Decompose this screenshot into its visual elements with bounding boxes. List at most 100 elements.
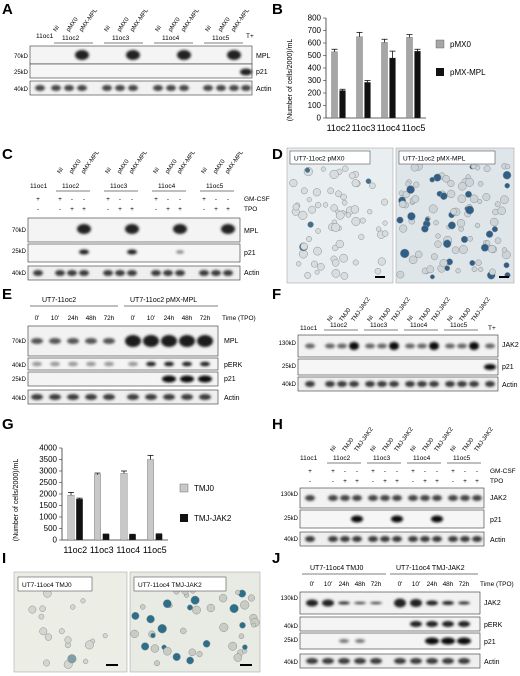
lane-label: NI bbox=[407, 315, 416, 324]
band bbox=[211, 270, 221, 276]
band bbox=[325, 381, 335, 387]
lane-label: pMX-MPL bbox=[129, 149, 150, 175]
band bbox=[128, 85, 138, 91]
treatment-sign: - bbox=[396, 468, 398, 475]
bar bbox=[331, 51, 338, 119]
band bbox=[104, 361, 114, 367]
band bbox=[146, 361, 156, 367]
time-point-label: 10' bbox=[412, 581, 420, 588]
y-tick-label: 400 bbox=[308, 64, 322, 73]
cell bbox=[84, 640, 94, 650]
cell bbox=[300, 242, 308, 251]
panel-letter-a: A bbox=[2, 1, 13, 18]
cell bbox=[154, 660, 160, 667]
cell bbox=[342, 165, 349, 172]
band bbox=[328, 536, 338, 542]
treatment-sign: + bbox=[166, 206, 170, 213]
cell bbox=[369, 182, 376, 190]
cell bbox=[470, 163, 477, 170]
group-label: UT7-11oc4 TMJ-JAK2 bbox=[396, 565, 465, 572]
group-label: 11oc5 bbox=[453, 455, 471, 462]
band bbox=[79, 249, 89, 255]
band bbox=[125, 224, 139, 234]
band bbox=[429, 381, 439, 387]
blot-label: MPL bbox=[224, 338, 239, 345]
treatment-sign: - bbox=[167, 196, 169, 203]
mw-marker: 70kD bbox=[12, 228, 27, 234]
cell bbox=[382, 230, 389, 237]
band bbox=[442, 658, 454, 664]
band bbox=[32, 361, 42, 367]
cell bbox=[206, 603, 215, 613]
cell bbox=[218, 594, 228, 603]
cell bbox=[192, 605, 201, 615]
band bbox=[325, 343, 335, 349]
band bbox=[469, 381, 479, 387]
cell bbox=[497, 206, 506, 216]
bar bbox=[339, 90, 346, 119]
band bbox=[180, 375, 194, 383]
lane-label: NI bbox=[201, 167, 210, 176]
chart-b: (Number of cells/2000)/mL pMX0 pMX-MPL 0… bbox=[287, 14, 486, 134]
cell bbox=[312, 188, 321, 197]
cell bbox=[406, 185, 415, 194]
cell bbox=[304, 271, 312, 279]
lane-label: pMX0 bbox=[66, 16, 80, 33]
treatment-sign: - bbox=[384, 468, 386, 475]
group-label: UT7-11oc2 pMX-MPL bbox=[130, 297, 197, 304]
cell bbox=[28, 605, 37, 614]
band bbox=[175, 270, 185, 276]
y-tick-label: 700 bbox=[308, 26, 322, 35]
lane-label: pMX-MPL bbox=[79, 7, 100, 33]
scale-bar bbox=[375, 276, 385, 278]
group-label: UT7-11oc2 bbox=[42, 297, 76, 304]
cell bbox=[474, 222, 481, 229]
band bbox=[102, 85, 112, 91]
blot-strip bbox=[299, 591, 481, 615]
band bbox=[352, 495, 362, 501]
band bbox=[441, 637, 455, 645]
time-point-label: 0' bbox=[35, 315, 40, 322]
band bbox=[377, 343, 387, 349]
panel-i-micrographs: UT7-11oc4 TMJ0 UT7-11oc4 TMJ-JAK2 bbox=[13, 571, 261, 673]
cell bbox=[306, 236, 312, 242]
treatment-sign: - bbox=[476, 468, 478, 475]
blot-strip bbox=[27, 389, 219, 405]
cell bbox=[339, 253, 348, 263]
cell bbox=[489, 217, 499, 227]
mw-marker: 25kD bbox=[284, 638, 299, 644]
cell bbox=[229, 603, 239, 614]
cell bbox=[341, 199, 348, 206]
mw-marker: 25kD bbox=[12, 377, 27, 383]
group-label: 11oc2 bbox=[330, 322, 348, 329]
cell bbox=[351, 216, 361, 226]
cell bbox=[130, 629, 139, 639]
x-tick-label: 11oc2 bbox=[327, 123, 351, 133]
band bbox=[410, 621, 422, 627]
time-point-label: 48h bbox=[355, 581, 366, 588]
gm-csf-row-label: GM-CSF bbox=[490, 468, 516, 475]
band bbox=[338, 601, 350, 605]
blot-label: pERK bbox=[224, 362, 243, 369]
cell bbox=[39, 627, 48, 636]
cell bbox=[491, 226, 498, 233]
band bbox=[432, 536, 442, 542]
treatment-sign: - bbox=[464, 468, 466, 475]
time-point-label: 0' bbox=[398, 581, 403, 588]
tpo-row-label: TPO bbox=[490, 478, 503, 485]
treatment-sign: - bbox=[107, 206, 109, 213]
band bbox=[380, 495, 390, 501]
band bbox=[431, 515, 443, 523]
cell bbox=[247, 594, 255, 602]
cell bbox=[460, 235, 469, 243]
band bbox=[420, 536, 430, 542]
time-row-label: Time (TPO) bbox=[480, 581, 514, 588]
treatment-sign: + bbox=[106, 196, 110, 203]
blot-strip bbox=[27, 371, 219, 387]
treatment-sign: - bbox=[215, 196, 217, 203]
band bbox=[349, 342, 359, 350]
band bbox=[485, 343, 495, 349]
cell bbox=[446, 189, 456, 199]
cell bbox=[503, 262, 510, 269]
time-point-label: 48h bbox=[182, 315, 193, 322]
